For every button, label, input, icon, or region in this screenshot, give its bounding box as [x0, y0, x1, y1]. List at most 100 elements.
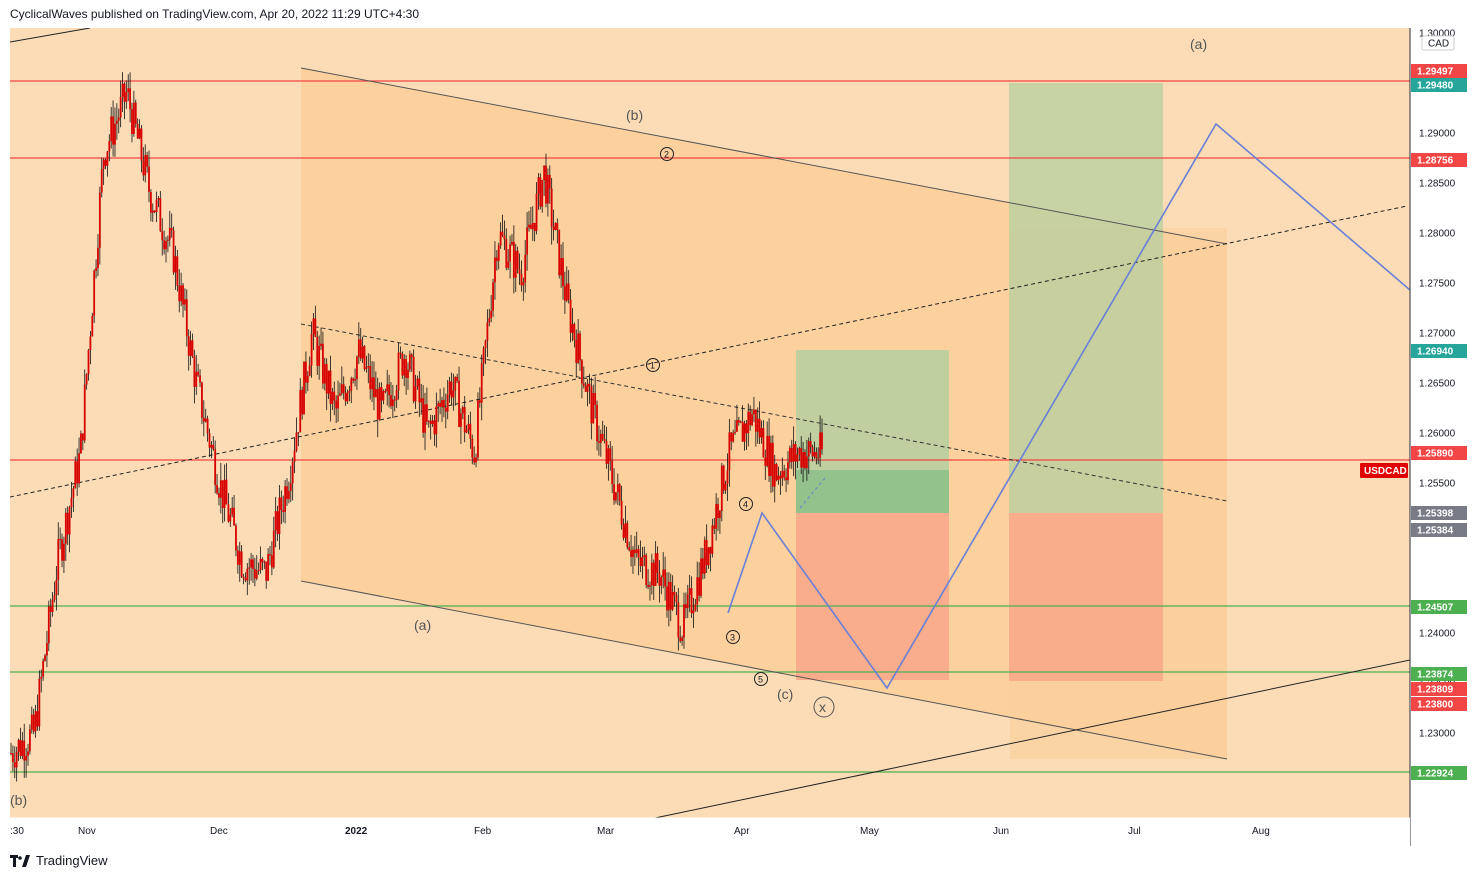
candle: [235, 523, 237, 557]
price-label: 1.29497: [1411, 64, 1467, 78]
candle: [771, 435, 774, 493]
candle: [734, 419, 736, 436]
candle: [787, 451, 789, 485]
candle: [342, 376, 345, 400]
price-tick-label: 1.27500: [1419, 279, 1456, 290]
candle: [747, 403, 750, 447]
candle: [569, 289, 572, 343]
price-tick-label: 1.29000: [1419, 129, 1456, 140]
candle: [815, 447, 818, 465]
time-axis[interactable]: :30 Nov Dec 2022 Feb Mar Apr May Jun Jul Aug: [10, 826, 1270, 837]
candle: [104, 158, 107, 170]
candle: [524, 240, 527, 293]
candle: [178, 269, 181, 313]
candle: [669, 573, 672, 622]
candle: [465, 424, 468, 434]
candle: [399, 346, 402, 359]
wave-label-b-top: (b): [626, 107, 643, 123]
price-tick-label: 1.28000: [1419, 229, 1456, 240]
candle: [47, 600, 50, 652]
svg-text:1.23809: 1.23809: [1417, 685, 1454, 696]
svg-text:1.24507: 1.24507: [1417, 603, 1454, 614]
candle: [688, 574, 691, 613]
tradingview-footer[interactable]: TradingView: [10, 853, 108, 868]
candle: [282, 495, 285, 523]
candle: [81, 433, 84, 451]
candlestick-series: [10, 72, 823, 782]
candle: [579, 330, 581, 371]
candle: [29, 724, 31, 755]
candle: [253, 557, 256, 587]
candle: [416, 375, 419, 390]
channel-bottom-line: [300, 580, 1228, 760]
price-labels: 1.29497 1.29480 1.28756 1.26940 1.25890 1.253…: [1411, 64, 1467, 780]
candle: [55, 565, 58, 611]
candle: [650, 553, 653, 595]
candle: [584, 382, 587, 392]
candle: [605, 426, 608, 469]
candle: [57, 522, 60, 596]
candle: [323, 357, 326, 391]
candle: [461, 405, 464, 420]
candle: [212, 436, 215, 451]
candle: [289, 465, 292, 503]
candle: [19, 727, 22, 759]
candle: [365, 355, 368, 373]
candle: [380, 382, 383, 413]
candle: [622, 518, 625, 541]
candle: [287, 481, 290, 504]
candle: [414, 374, 417, 410]
chart-area[interactable]: (a) (b) (a) (b) (c) x 1 2 3 4 5: [10, 28, 1468, 846]
candle: [694, 598, 697, 612]
candle: [407, 362, 409, 390]
candle: [550, 177, 553, 245]
candle: [770, 435, 772, 493]
tradingview-brand: TradingView: [36, 853, 108, 868]
candle: [505, 228, 508, 271]
candle: [182, 282, 184, 318]
candle: [736, 404, 738, 432]
candle: [187, 329, 190, 371]
candle: [573, 322, 576, 348]
candle: [613, 468, 615, 505]
candle: [499, 222, 502, 249]
candle: [369, 354, 372, 400]
candle: [191, 333, 194, 359]
candle: [556, 218, 559, 244]
candle: [615, 492, 617, 504]
candle: [554, 222, 557, 231]
candle: [208, 428, 211, 458]
candle: [749, 405, 752, 431]
candle: [382, 389, 385, 405]
candle: [221, 480, 224, 524]
candle: [764, 449, 767, 481]
candle: [229, 507, 232, 527]
candle: [444, 393, 447, 429]
candle: [129, 72, 131, 123]
candle: [305, 351, 307, 394]
candle: [250, 552, 252, 581]
candle: [83, 369, 86, 444]
candle: [376, 377, 379, 438]
candle: [507, 248, 510, 270]
candle: [448, 376, 451, 403]
candle: [598, 425, 600, 456]
candle: [408, 350, 411, 373]
candle: [581, 359, 583, 399]
candle: [246, 563, 249, 596]
candle: [148, 150, 150, 203]
candle: [344, 386, 347, 406]
candle: [312, 312, 315, 351]
candle: [61, 533, 63, 568]
time-tick-label: Dec: [210, 826, 228, 837]
candle: [295, 417, 298, 453]
price-chart[interactable]: (a) (b) (a) (b) (c) x 1 2 3 4 5: [10, 28, 1468, 846]
candle: [537, 173, 540, 210]
candle: [790, 439, 793, 469]
candle: [667, 572, 670, 627]
candle: [666, 572, 668, 618]
candle: [185, 289, 188, 347]
candle: [754, 409, 757, 447]
candle: [297, 432, 300, 447]
price-axis[interactable]: 1.30000 1.29000 1.28500 1.28000 1.27500 1.270…: [1419, 29, 1456, 740]
